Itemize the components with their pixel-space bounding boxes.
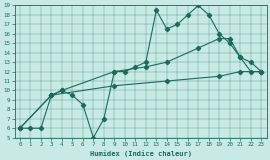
X-axis label: Humidex (Indice chaleur): Humidex (Indice chaleur): [90, 150, 192, 156]
